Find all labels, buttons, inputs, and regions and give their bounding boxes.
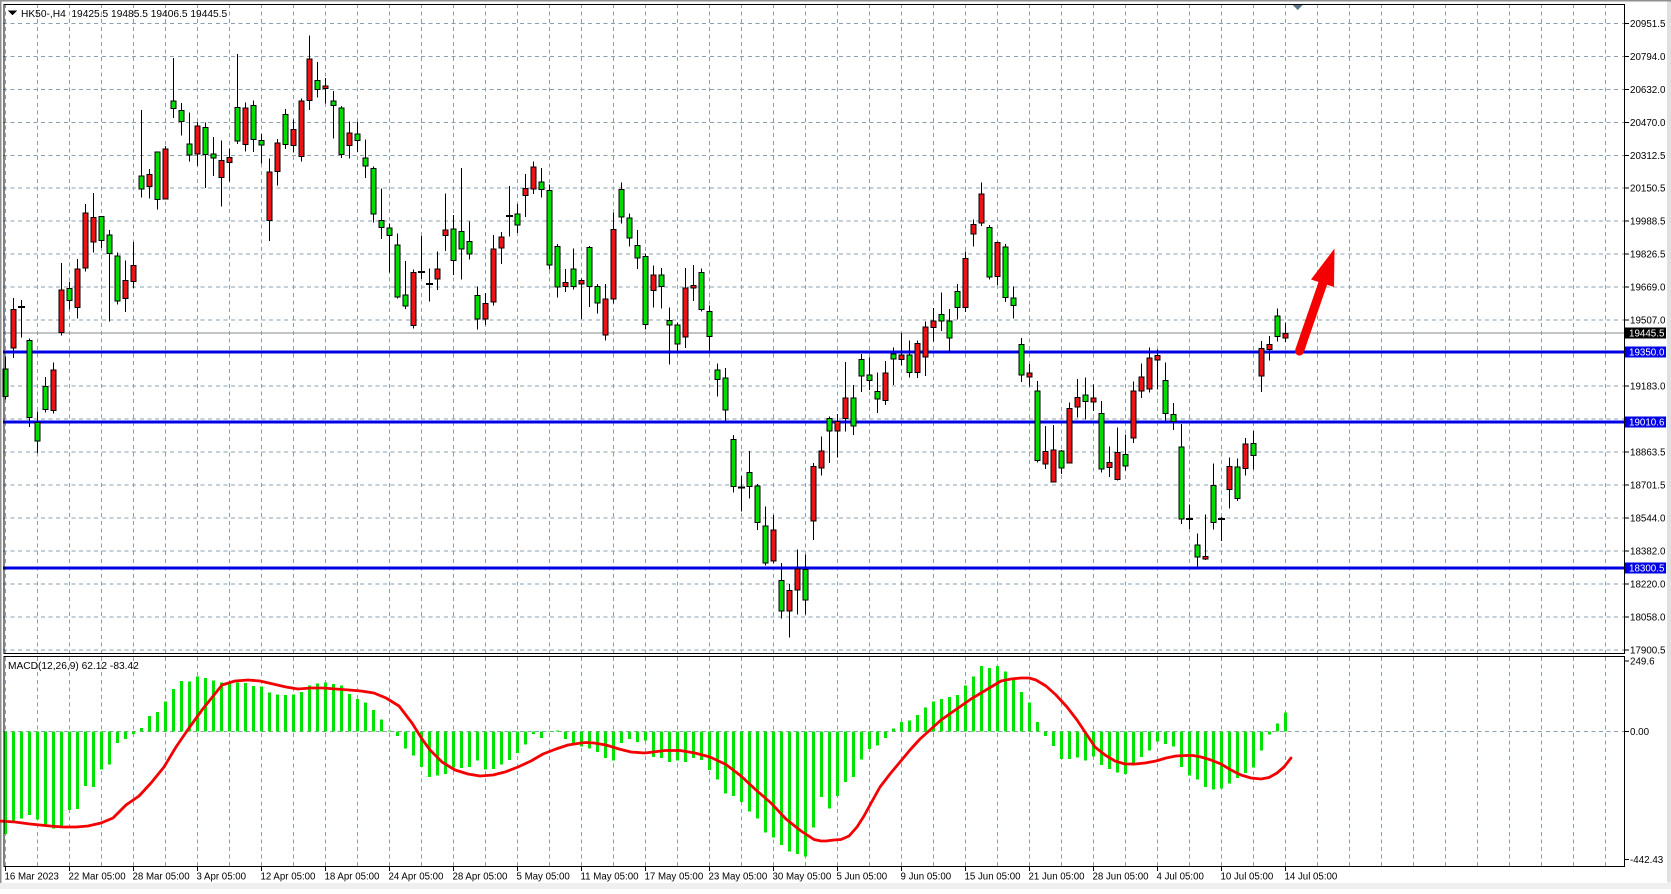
svg-text:14 Jul 05:00: 14 Jul 05:00 (1285, 872, 1338, 883)
svg-text:10 Jul 05:00: 10 Jul 05:00 (1221, 872, 1274, 883)
svg-text:15 Jun 05:00: 15 Jun 05:00 (965, 872, 1022, 883)
svg-text:28 Jun 05:00: 28 Jun 05:00 (1093, 872, 1150, 883)
svg-text:19826.5: 19826.5 (1630, 250, 1666, 261)
svg-text:-442.43: -442.43 (1630, 855, 1664, 866)
svg-text:9 Jun 05:00: 9 Jun 05:00 (901, 872, 952, 883)
svg-text:19350.0: 19350.0 (1629, 348, 1665, 359)
svg-text:28 Mar 05:00: 28 Mar 05:00 (133, 872, 191, 883)
svg-text:18058.0: 18058.0 (1630, 612, 1666, 623)
svg-text:30 May 05:00: 30 May 05:00 (773, 872, 832, 883)
svg-text:20150.5: 20150.5 (1630, 184, 1666, 195)
svg-text:19445.5: 19445.5 (1629, 329, 1665, 340)
svg-text:18544.0: 18544.0 (1630, 514, 1666, 525)
svg-text:19669.0: 19669.0 (1630, 283, 1666, 294)
svg-text:18701.5: 18701.5 (1630, 481, 1666, 492)
svg-text:18863.5: 18863.5 (1630, 448, 1666, 459)
svg-text:17900.5: 17900.5 (1630, 645, 1666, 656)
svg-text:5 Jun 05:00: 5 Jun 05:00 (837, 872, 888, 883)
svg-text:11 May 05:00: 11 May 05:00 (581, 872, 640, 883)
svg-text:19507.0: 19507.0 (1630, 316, 1666, 327)
svg-text:23 May 05:00: 23 May 05:00 (709, 872, 768, 883)
svg-text:20632.0: 20632.0 (1630, 85, 1666, 96)
svg-text:18 Apr 05:00: 18 Apr 05:00 (325, 872, 381, 883)
svg-text:18300.5: 18300.5 (1629, 564, 1665, 575)
svg-text:22 Mar 05:00: 22 Mar 05:00 (69, 872, 127, 883)
svg-text:21 Jun 05:00: 21 Jun 05:00 (1029, 872, 1086, 883)
svg-text:19183.0: 19183.0 (1630, 382, 1666, 393)
svg-text:20951.5: 20951.5 (1630, 19, 1666, 30)
svg-text:0.00: 0.00 (1630, 727, 1650, 738)
svg-text:18220.0: 18220.0 (1630, 579, 1666, 590)
svg-text:5 May 05:00: 5 May 05:00 (517, 872, 571, 883)
svg-text:20312.5: 20312.5 (1630, 151, 1666, 162)
svg-text:19988.5: 19988.5 (1630, 217, 1666, 228)
svg-text:18382.0: 18382.0 (1630, 547, 1666, 558)
svg-text:20794.0: 20794.0 (1630, 52, 1666, 63)
svg-text:16 Mar 2023: 16 Mar 2023 (5, 872, 59, 883)
svg-text:20470.0: 20470.0 (1630, 118, 1666, 129)
svg-text:17 May 05:00: 17 May 05:00 (645, 872, 704, 883)
svg-text:28 Apr 05:00: 28 Apr 05:00 (453, 872, 509, 883)
svg-text:4 Jul 05:00: 4 Jul 05:00 (1157, 872, 1205, 883)
svg-text:19010.6: 19010.6 (1629, 418, 1665, 429)
svg-text:249.6: 249.6 (1630, 656, 1655, 667)
svg-text:24 Apr 05:00: 24 Apr 05:00 (389, 872, 445, 883)
svg-text:3 Apr 05:00: 3 Apr 05:00 (197, 872, 247, 883)
svg-text:MACD(12,26,9) 62.12 -83.42: MACD(12,26,9) 62.12 -83.42 (8, 661, 139, 672)
svg-text:HK50-,H4 19425.5 19485.5 1940: HK50-,H4 19425.5 19485.5 19406.5 19445.5 (21, 9, 228, 20)
svg-text:12 Apr 05:00: 12 Apr 05:00 (261, 872, 317, 883)
